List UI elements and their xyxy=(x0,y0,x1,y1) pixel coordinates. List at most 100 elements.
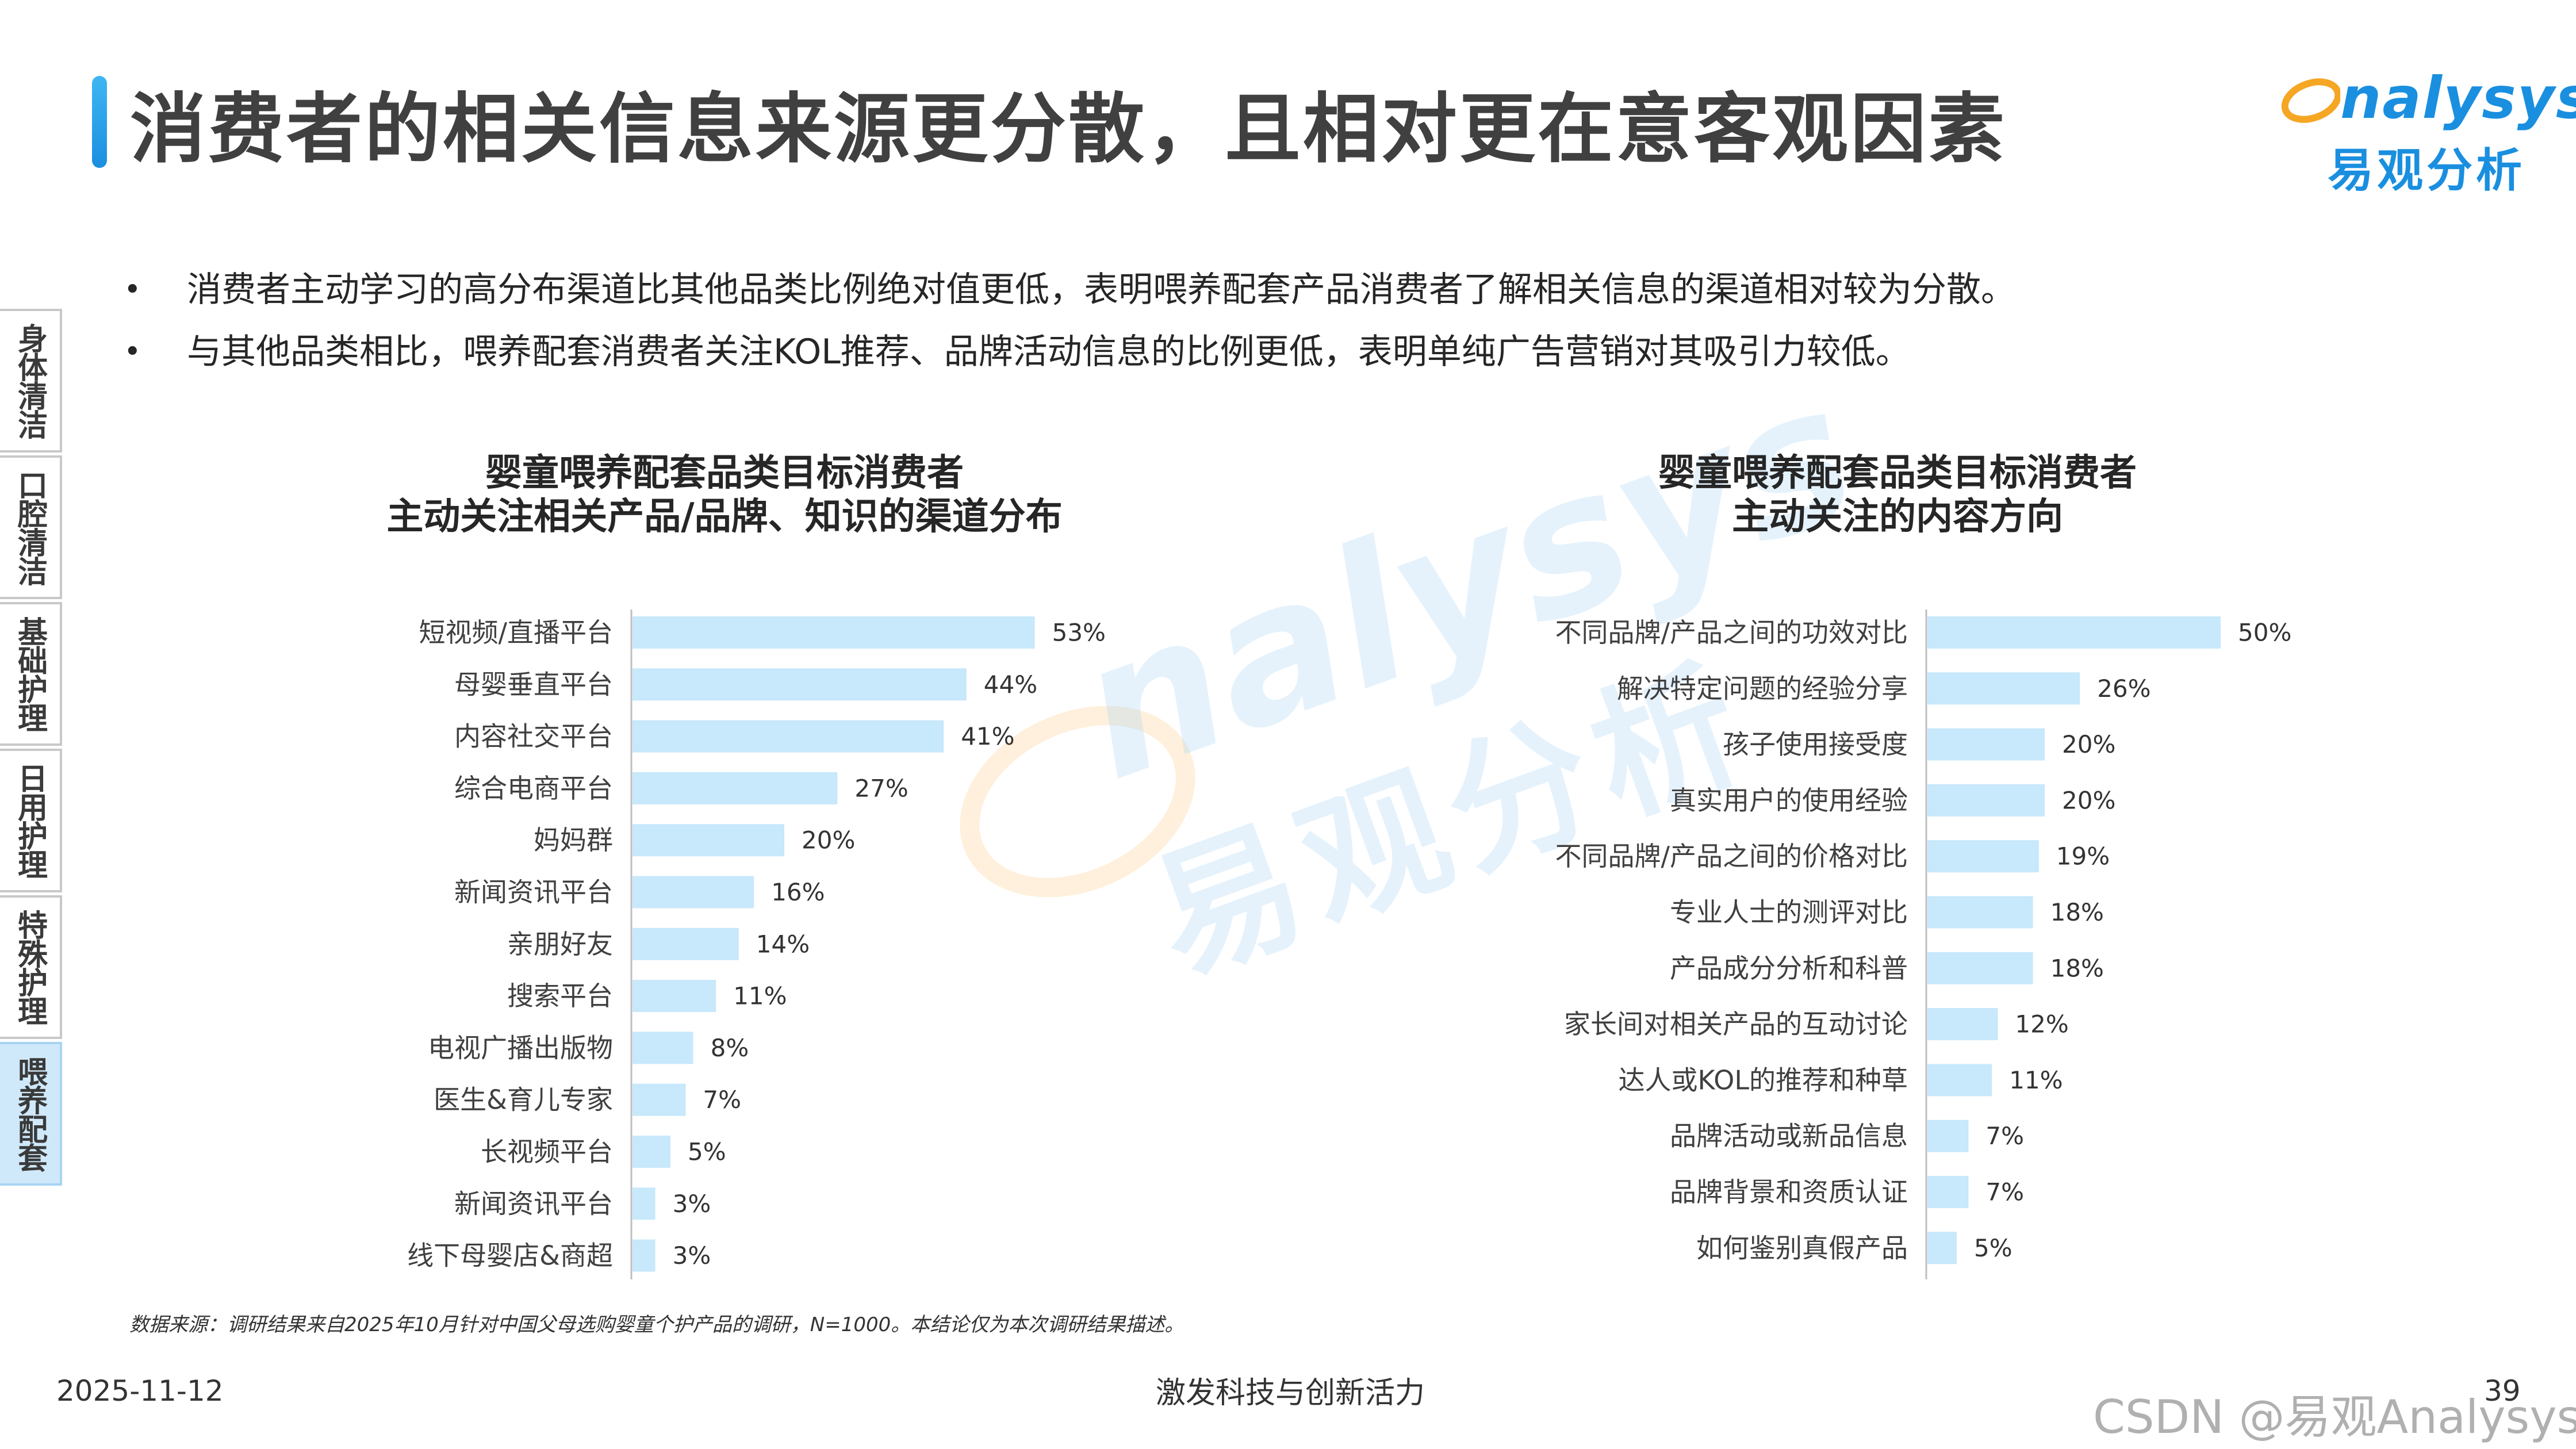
chart1-value-label: 3% xyxy=(673,1190,711,1218)
chart1-bar xyxy=(632,616,1035,649)
side-tab-label: 喂养配套 xyxy=(12,1056,47,1171)
side-tab-label: 口腔清洁 xyxy=(12,470,47,585)
chart1-category-label: 线下母婴店&商超 xyxy=(407,1240,613,1271)
side-tab-label: 基础护理 xyxy=(12,616,47,731)
chart1-value-label: 14% xyxy=(756,930,810,958)
analysys-logo: nalysys 易观分析 xyxy=(2277,57,2576,197)
side-tab-label: 身体清洁 xyxy=(12,323,47,438)
chart1-bar xyxy=(632,824,784,857)
footer-slogan: 激发科技与创新活力 xyxy=(1156,1376,1425,1410)
chart1-title: 婴童喂养配套品类目标消费者 主动关注相关产品/品牌、知识的渠道分布 xyxy=(322,451,1127,539)
side-tab-body-cleaning[interactable]: 身体清洁 xyxy=(0,309,62,453)
source-note: 数据来源：调研结果来自2025年10月针对中国父母选购婴童个护产品的调研，N=1… xyxy=(129,1313,1184,1336)
chart2-category-label: 产品成分分析和科普 xyxy=(1670,953,1908,984)
chart2-value-label: 5% xyxy=(1974,1234,2012,1262)
chart2-bar xyxy=(1927,896,2033,929)
chart2-category-label: 品牌背景和资质认证 xyxy=(1670,1176,1908,1208)
chart2-value-label: 7% xyxy=(1985,1178,2024,1206)
chart1-category-label: 综合电商平台 xyxy=(454,773,613,804)
bullet-item: 与其他品类相比，喂养配套消费者关注KOL推荐、品牌活动信息的比例更低，表明单纯广… xyxy=(124,321,2015,383)
chart1-category-label: 短视频/直播平台 xyxy=(419,617,614,648)
chart1-category-label: 新闻资讯平台 xyxy=(454,1188,613,1219)
chart1-bar xyxy=(632,876,754,908)
chart1-value-label: 44% xyxy=(984,670,1037,699)
chart2-value-label: 11% xyxy=(2009,1066,2063,1094)
side-tab-feeding[interactable]: 喂养配套 xyxy=(0,1042,62,1186)
chart2-bar xyxy=(1927,1120,1969,1152)
chart1-bar xyxy=(632,980,716,1013)
chart1-value-label: 53% xyxy=(1052,619,1106,647)
chart1-category-label: 内容社交平台 xyxy=(454,721,613,752)
chart2-bar xyxy=(1927,1232,1957,1264)
chart2-category-label: 真实用户的使用经验 xyxy=(1670,785,1908,816)
side-tab-label: 特殊护理 xyxy=(12,910,47,1025)
chart1-value-label: 5% xyxy=(688,1138,726,1166)
chart2-category-label: 孩子使用接受度 xyxy=(1723,729,1908,760)
chart2-bar xyxy=(1927,840,2039,873)
chart2-title-line1: 婴童喂养配套品类目标消费者 xyxy=(1658,452,2137,494)
chart2-category-label: 家长间对相关产品的互动讨论 xyxy=(1564,1009,1908,1040)
chart1-value-label: 27% xyxy=(854,774,908,802)
chart2-value-label: 19% xyxy=(2056,842,2110,871)
chart1-value-label: 8% xyxy=(711,1034,749,1062)
chart2-value-label: 20% xyxy=(2062,730,2115,758)
chart1-title-line1: 婴童喂养配套品类目标消费者 xyxy=(485,452,964,494)
side-tab-daily-care[interactable]: 日用护理 xyxy=(0,749,62,892)
chart2-bar xyxy=(1927,952,2033,984)
chart2-bar xyxy=(1927,1008,1998,1041)
chart2-bar xyxy=(1927,784,2045,816)
chart2-value-label: 18% xyxy=(2050,898,2104,926)
chart2-bar xyxy=(1927,672,2080,705)
logo-wordmark: nalysys xyxy=(2340,64,2576,132)
chart2-title: 婴童喂养配套品类目标消费者 主动关注的内容方向 xyxy=(1495,451,2300,539)
side-tab-oral-cleaning[interactable]: 口腔清洁 xyxy=(0,455,62,599)
chart2-value-label: 18% xyxy=(2050,954,2104,982)
chart2-category-label: 达人或KOL的推荐和种草 xyxy=(1619,1064,1908,1095)
chart1-value-label: 7% xyxy=(703,1086,741,1114)
chart2-category-label: 如何鉴别真假产品 xyxy=(1696,1232,1908,1263)
summary-bullets: 消费者主动学习的高分布渠道比其他品类比例绝对值更低，表明喂养配套产品消费者了解相… xyxy=(124,259,2015,383)
chart1-category-label: 妈妈群 xyxy=(534,825,613,856)
chart1-value-label: 20% xyxy=(802,826,855,854)
chart2-category-label: 品牌活动或新品信息 xyxy=(1670,1121,1908,1152)
chart1-value-label: 16% xyxy=(771,878,825,906)
chart1-category-label: 搜索平台 xyxy=(507,980,613,1011)
chart2-value-label: 20% xyxy=(2062,786,2115,814)
chart2-value-label: 50% xyxy=(2238,619,2291,647)
chart2-bar xyxy=(1927,1176,1969,1208)
chart2-bar xyxy=(1927,616,2221,649)
chart2-category-label: 解决特定问题的经验分享 xyxy=(1617,673,1908,704)
chart2-value-label: 26% xyxy=(2097,674,2150,703)
chart1-bar xyxy=(632,927,739,960)
side-tab-basic-care[interactable]: 基础护理 xyxy=(0,602,62,746)
page-number: 39 xyxy=(2484,1374,2521,1408)
chart1-bar xyxy=(632,772,838,804)
chart1-category-label: 长视频平台 xyxy=(481,1136,613,1167)
chart2-category-label: 专业人士的测评对比 xyxy=(1670,897,1908,928)
chart1-value-label: 3% xyxy=(673,1241,711,1270)
chart1-category-label: 电视广播出版物 xyxy=(428,1032,613,1063)
chart2-value-label: 12% xyxy=(2015,1010,2068,1038)
side-tab-label: 日用护理 xyxy=(12,763,47,878)
chart1-value-label: 41% xyxy=(961,722,1014,750)
chart1-bar xyxy=(632,1239,656,1272)
chart2-bar xyxy=(1927,728,2045,761)
chart1-bar xyxy=(632,720,944,753)
chart2-title-line2: 主动关注的内容方向 xyxy=(1732,496,2063,538)
chart1-bar xyxy=(632,1032,693,1064)
chart1-category-label: 母婴垂直平台 xyxy=(454,669,613,700)
chart1-value-label: 11% xyxy=(733,982,787,1010)
chart1-category-label: 医生&育儿专家 xyxy=(434,1084,613,1116)
bullet-item: 消费者主动学习的高分布渠道比其他品类比例绝对值更低，表明喂养配套产品消费者了解相… xyxy=(124,259,2015,321)
chart2-category-label: 不同品牌/产品之间的价格对比 xyxy=(1555,841,1908,872)
footer-date: 2025-11-12 xyxy=(56,1374,224,1408)
logo-swoosh-icon xyxy=(2281,78,2340,123)
title-accent-bar xyxy=(92,76,107,168)
chart1-bar xyxy=(632,1083,686,1116)
category-side-tabs: 身体清洁 口腔清洁 基础护理 日用护理 特殊护理 喂养配套 xyxy=(0,309,62,1189)
logo-chinese: 易观分析 xyxy=(2328,144,2525,197)
csdn-watermark: CSDN @易观Analysys xyxy=(2093,1390,2576,1444)
chart2-value-label: 7% xyxy=(1985,1122,2024,1150)
side-tab-special-care[interactable]: 特殊护理 xyxy=(0,895,62,1039)
